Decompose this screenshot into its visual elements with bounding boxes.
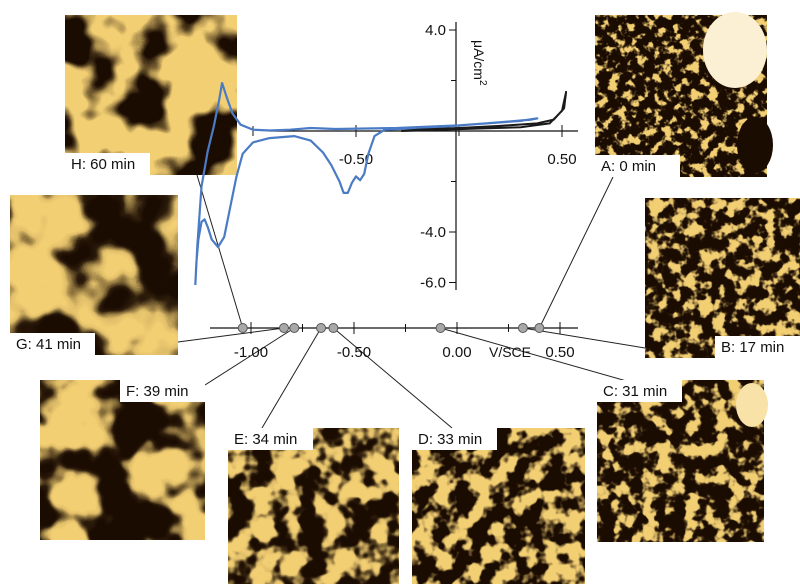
cv-curve-blue [194,81,539,286]
bottom-x-tick-label: -0.50 [337,344,371,361]
top-y-tick-label: -4.0 [420,224,446,241]
afm-image-d [412,428,585,584]
leader-line-f [204,327,295,386]
bottom-x-axis-label: V/SCE [489,344,531,360]
afm-panel-d: D: 33 min [412,428,585,584]
top-x-tick-label: -0.50 [339,151,373,168]
panel-label-g: G: 41 min [16,336,81,353]
panel-label-box [120,380,205,402]
afm-panel-a: A: 0 min [595,12,773,177]
afm-image-h [65,15,237,175]
bottom-x-tick-label: -1.00 [234,344,268,361]
panel-label-box [597,380,682,402]
afm-image-g [10,195,178,355]
leader-lines [177,174,646,429]
panel-label-box [595,155,680,177]
afm-panel-b: B: 17 min [645,198,800,358]
panel-label-c: C: 31 min [603,383,667,400]
potential-marker-h [237,323,248,333]
afm-panel-f: F: 39 min [40,380,205,540]
panel-label-box [412,428,497,450]
potential-marker-g [278,323,289,333]
afm-image-f [40,380,205,540]
afm-panel-h: H: 60 min [65,15,237,175]
leader-line-d [333,327,453,429]
panel-label-e: E: 34 min [234,431,297,448]
panel-label-b: B: 17 min [721,339,784,356]
leader-line-g [177,327,285,343]
afm-panel-g: G: 41 min [10,195,178,355]
panel-label-a: A: 0 min [601,158,656,175]
top-y-tick-label: 4.0 [425,22,446,39]
potential-marker-c [435,323,446,333]
afm-image-b [645,198,800,358]
top-y-axis-label: μA/cm2 [471,40,488,86]
leader-line-b [522,327,646,349]
panel-label-f: F: 39 min [126,383,189,400]
leader-line-h [196,174,244,329]
potential-marker-f [289,323,300,333]
potential-marker-a [534,323,545,333]
afm-image-e [228,428,399,584]
top-y-tick-label: -6.0 [420,275,446,292]
leader-line-e [261,327,322,429]
afm-panels: H: 60 min G: 41 min F: 39 min E: 34 min D: 3… [10,12,800,584]
panel-label-box [65,153,150,175]
potential-marker-e [316,323,327,333]
panel-label-box [10,333,95,355]
panel-label-box [228,428,313,450]
leader-line-c [440,327,638,385]
potential-marker-b [517,323,528,333]
bottom-x-tick-label: 0.00 [442,344,471,361]
top-x-tick-label: 0.50 [547,151,576,168]
cv-plot: -0.50 0.50 4.0 -4.0 -6.0 μA/cm2 [194,22,578,292]
afm-panel-e: E: 34 min [228,428,399,584]
leader-line-a [538,176,614,329]
cv-curve-black [401,90,568,132]
potential-marker-d [328,323,339,333]
bottom-x-tick-label: 0.50 [545,344,574,361]
panel-label-h: H: 60 min [71,156,135,173]
panel-label-box [715,336,800,358]
potential-axis: -1.00 -0.50 0.00 0.50 V/SCE [210,322,578,361]
afm-panel-c: C: 31 min [597,380,768,542]
panel-label-d: D: 33 min [418,431,482,448]
